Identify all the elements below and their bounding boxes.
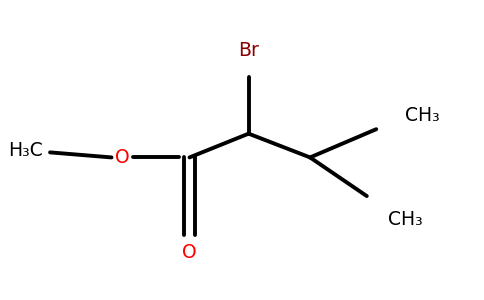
Text: CH₃: CH₃: [388, 210, 423, 229]
Text: H₃C: H₃C: [8, 140, 43, 160]
Text: O: O: [115, 148, 129, 167]
Text: CH₃: CH₃: [405, 106, 439, 125]
Text: O: O: [182, 243, 197, 262]
Text: Br: Br: [238, 41, 259, 60]
